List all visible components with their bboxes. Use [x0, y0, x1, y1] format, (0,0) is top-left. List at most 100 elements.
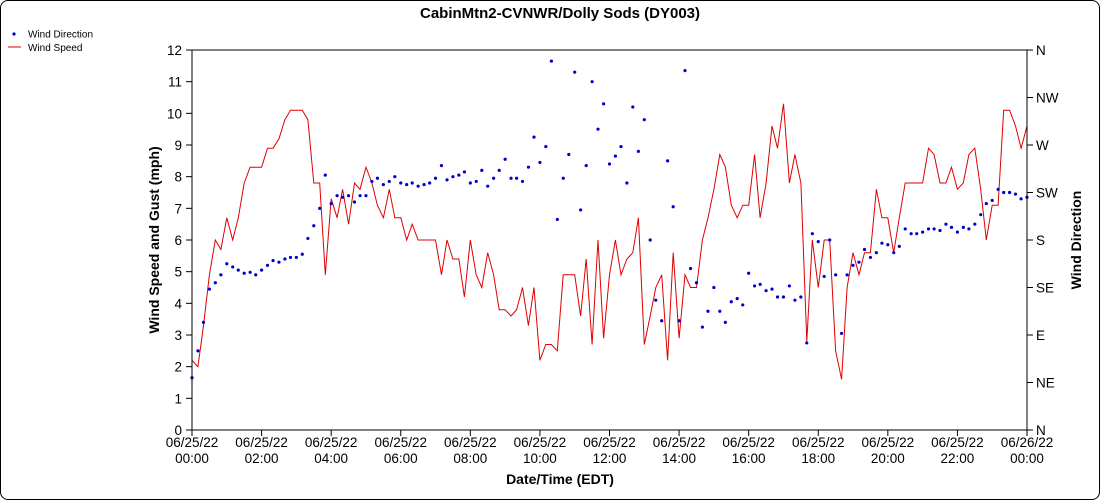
wind-direction-point: [509, 176, 513, 180]
wind-direction-point: [300, 252, 304, 256]
wind-direction-point: [648, 238, 652, 242]
x-tick-label-date: 06/26/22: [1001, 435, 1054, 450]
wind-direction-point: [1002, 190, 1006, 195]
wind-direction-point: [973, 222, 977, 226]
x-tick-label-time: 22:00: [941, 451, 975, 466]
wind-direction-point: [1008, 190, 1012, 195]
wind-direction-point: [433, 176, 438, 180]
wind-direction-point: [921, 230, 925, 234]
legend: Wind Direction Wind Speed: [8, 30, 93, 54]
wind-direction-point: [584, 163, 588, 168]
wind-direction-point: [764, 289, 768, 293]
wind-direction-point: [231, 265, 235, 269]
x-tick-label-date: 06/25/22: [514, 435, 567, 450]
wind-direction-point: [596, 127, 600, 131]
wind-direction-point: [219, 273, 223, 277]
wind-direction-point: [341, 195, 345, 199]
x-tick-label-date: 06/25/22: [305, 435, 358, 450]
wind-direction-point: [451, 175, 455, 179]
wind-direction-point: [938, 228, 942, 233]
wind-direction-point: [660, 319, 664, 323]
wind-direction-point: [271, 258, 275, 263]
wind-direction-point: [880, 241, 884, 245]
x-tick-label-time: 04:00: [314, 451, 348, 466]
wind-direction-point: [874, 251, 878, 255]
wind-direction-point: [601, 102, 606, 106]
wind-direction-point: [909, 232, 913, 236]
wind-direction-point: [729, 300, 733, 304]
wind-direction-point: [775, 295, 780, 299]
y-axis-title: Wind Speed and Gust (mph): [146, 146, 162, 333]
wind-direction-point: [277, 260, 281, 264]
wind-direction-point: [520, 179, 525, 184]
wind-direction-point: [984, 201, 988, 206]
y2-tick-label: SW: [1036, 186, 1058, 201]
wind-direction-point: [236, 268, 240, 272]
wind-direction-point: [979, 213, 983, 217]
wind-direction-point: [213, 281, 217, 285]
wind-direction-point: [892, 251, 896, 255]
wind-direction-point: [932, 227, 936, 231]
wind-direction-point: [990, 198, 994, 203]
y2-tick-label: W: [1036, 138, 1049, 153]
y-tick-label: 11: [168, 75, 182, 90]
wind-direction-point: [410, 181, 414, 185]
wind-direction-point: [828, 238, 832, 242]
x-tick-label-date: 06/25/22: [653, 435, 706, 450]
wind-direction-point: [294, 255, 298, 260]
wind-direction-point: [225, 262, 229, 266]
legend-wind-direction-marker: [12, 32, 16, 36]
x-tick-label-time: 08:00: [453, 451, 487, 466]
y2-tick-label: S: [1036, 233, 1045, 248]
wind-direction-point: [265, 263, 270, 267]
wind-direction-point: [381, 182, 385, 187]
wind-direction-point: [886, 243, 890, 247]
y2-tick-label: N: [1036, 43, 1046, 58]
y-tick-label: 5: [174, 265, 182, 280]
x-tick-label-date: 06/25/22: [235, 435, 288, 450]
wind-direction-point: [851, 263, 855, 267]
legend-wind-speed-label: Wind Speed: [28, 43, 82, 54]
wind-direction-point: [248, 270, 252, 274]
wind-direction-point: [799, 295, 803, 299]
wind-direction-point: [259, 268, 264, 272]
wind-direction-point: [329, 201, 333, 206]
x-tick-label-time: 00:00: [175, 451, 209, 466]
wind-direction-point: [619, 144, 623, 149]
wind-direction-point: [671, 205, 675, 209]
wind-direction-point: [967, 227, 971, 231]
axes: 0123456789101112NNEESESSWWNWN06/25/2200:…: [166, 43, 1059, 466]
wind-direction-point: [196, 349, 200, 353]
x-tick-label-date: 06/25/22: [792, 435, 845, 450]
wind-direction-point: [364, 194, 368, 198]
wind-direction-point: [822, 274, 826, 279]
wind-direction-point: [335, 194, 339, 198]
y-tick-label: 8: [174, 170, 182, 185]
wind-direction-point: [700, 325, 704, 329]
wind-speed-line: [191, 103, 1028, 380]
wind-direction-point: [636, 149, 640, 153]
wind-direction-point: [926, 227, 931, 231]
wind-direction-point: [468, 181, 472, 185]
y2-axis-title: Wind Direction: [1068, 191, 1084, 290]
x-tick-label-time: 12:00: [593, 451, 627, 466]
wind-direction-point: [532, 135, 536, 139]
wind-direction-point: [462, 170, 467, 174]
wind-direction-point: [358, 194, 362, 198]
wind-direction-point: [405, 182, 409, 187]
wind-direction-point: [694, 281, 699, 285]
wind-direction-point: [805, 341, 809, 345]
x-tick-label-date: 06/25/22: [374, 435, 427, 450]
wind-direction-point: [590, 80, 594, 84]
x-tick-label-time: 02:00: [245, 451, 279, 466]
wind-direction-point: [897, 244, 901, 248]
wind-direction-point: [810, 232, 814, 236]
wind-direction-point: [515, 176, 519, 180]
wind-direction-point: [868, 255, 873, 260]
y-tick-label: 9: [174, 138, 182, 153]
wind-direction-point: [492, 176, 496, 180]
x-tick-label-time: 10:00: [523, 451, 557, 466]
wind-direction-point: [770, 287, 774, 291]
wind-direction-point: [428, 181, 432, 185]
